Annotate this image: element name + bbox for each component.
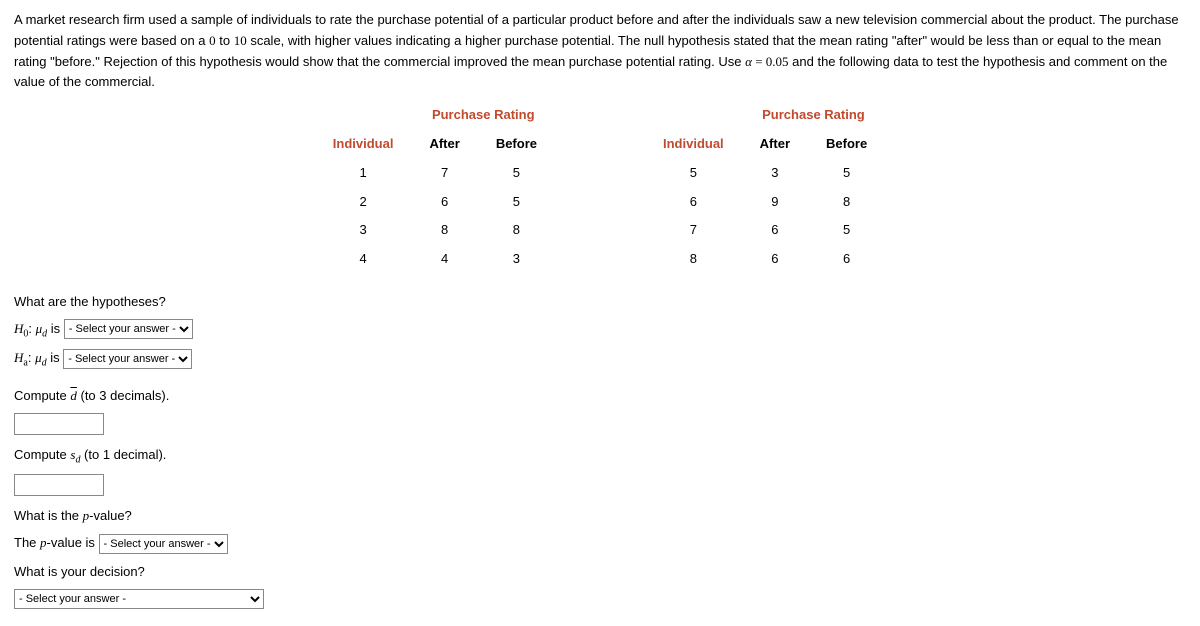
table-row: 866: [645, 245, 885, 274]
data-tables: Purchase Rating Individual After Before …: [14, 101, 1186, 274]
alpha-value: 0.05: [766, 54, 789, 69]
ha-sym: H: [14, 350, 23, 365]
problem-text-2: to: [216, 33, 234, 48]
table-row: 535: [645, 159, 885, 188]
pvalue-question: What is the p-value?: [14, 506, 1186, 527]
decision-question: What is your decision?: [14, 562, 1186, 583]
h0-select[interactable]: - Select your answer -: [64, 319, 193, 339]
sd-question: Compute sd (to 1 decimal).: [14, 445, 1186, 469]
col-before-right: Before: [808, 130, 885, 159]
dbar-question: Compute d (to 3 decimals).: [14, 386, 1186, 407]
data-table-right: Purchase Rating Individual After Before …: [645, 101, 885, 274]
table-row: 765: [645, 216, 885, 245]
col-after-right: After: [742, 130, 808, 159]
col-individual-left: Individual: [315, 130, 412, 159]
pvalue-select[interactable]: - Select your answer -: [99, 534, 228, 554]
h0-line: H0: μd is - Select your answer -: [14, 319, 1186, 343]
h0-sub: 0: [23, 328, 28, 339]
group-header-left: Purchase Rating: [411, 101, 555, 130]
table-row: 443: [315, 245, 555, 274]
table-row: 388: [315, 216, 555, 245]
alpha-eq: =: [752, 54, 766, 69]
col-before-left: Before: [478, 130, 555, 159]
col-after-left: After: [411, 130, 477, 159]
table-row: 265: [315, 188, 555, 217]
sd-input[interactable]: [14, 474, 104, 496]
col-individual-right: Individual: [645, 130, 742, 159]
scale-high: 10: [234, 33, 247, 48]
data-table-left: Purchase Rating Individual After Before …: [315, 101, 555, 274]
group-header-right: Purchase Rating: [742, 101, 886, 130]
ha-line: Ha: μd is - Select your answer -: [14, 348, 1186, 372]
table-row: 175: [315, 159, 555, 188]
ha-select[interactable]: - Select your answer -: [63, 349, 192, 369]
alpha-symbol: α: [745, 54, 752, 69]
pvalue-line: The p-value is - Select your answer -: [14, 533, 1186, 554]
problem-statement: A market research firm used a sample of …: [14, 10, 1186, 93]
ha-sub: a: [23, 358, 27, 369]
is-text-h0: is: [47, 321, 64, 336]
h0-sym: H: [14, 321, 23, 336]
decision-select[interactable]: - Select your answer -: [14, 589, 264, 609]
hypotheses-question: What are the hypotheses?: [14, 292, 1186, 313]
table-row: 698: [645, 188, 885, 217]
is-text-ha: is: [47, 350, 64, 365]
dbar-input[interactable]: [14, 413, 104, 435]
